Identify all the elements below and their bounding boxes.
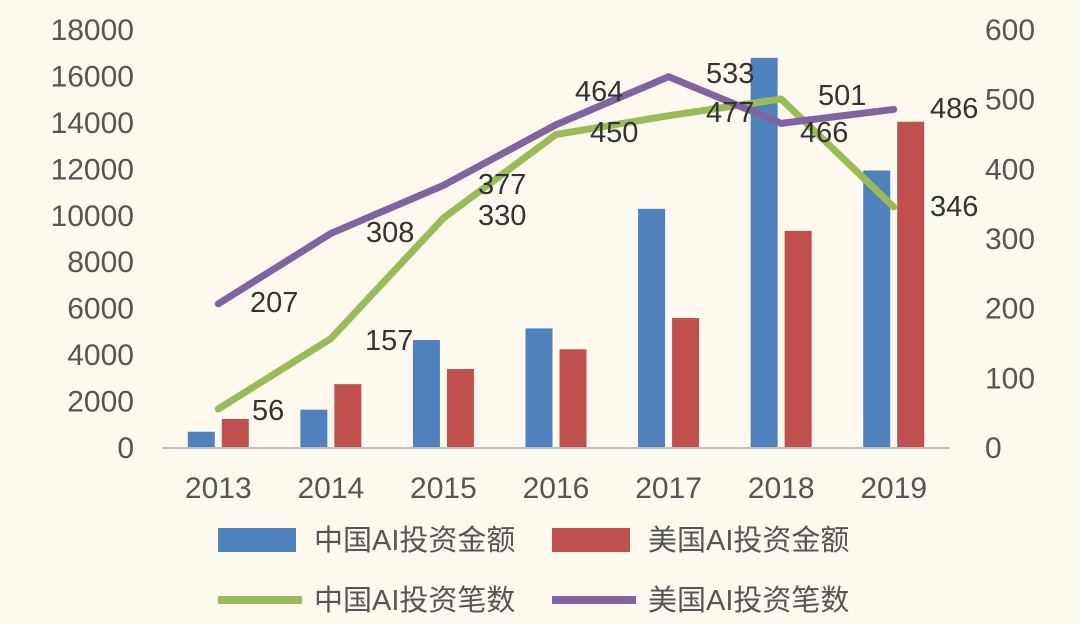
x-tick-label: 2019 bbox=[860, 472, 927, 505]
legend-label: 中国AI投资笔数 bbox=[314, 584, 515, 617]
china-amount-bar-2015 bbox=[412, 340, 440, 448]
x-tick-label: 2013 bbox=[185, 472, 252, 505]
right-tick-label: 500 bbox=[985, 84, 1035, 117]
legend-label: 美国AI投资笔数 bbox=[648, 584, 849, 617]
data-label: 207 bbox=[250, 287, 298, 319]
legend-swatch bbox=[218, 528, 296, 552]
left-tick-label: 18000 bbox=[51, 14, 134, 47]
left-tick-label: 16000 bbox=[51, 60, 134, 93]
x-tick-label: 2017 bbox=[635, 472, 702, 505]
left-y-axis: 0 2000 4000 6000 8000 10000 12000 14000 16000 180… bbox=[51, 14, 134, 465]
left-tick-label: 2000 bbox=[67, 386, 134, 419]
data-label: 157 bbox=[365, 325, 413, 357]
x-tick-label: 2015 bbox=[410, 472, 477, 505]
legend-label: 美国AI投资金额 bbox=[648, 524, 849, 557]
right-tick-label: 400 bbox=[985, 153, 1035, 186]
right-tick-label: 100 bbox=[985, 362, 1035, 395]
legend-label: 中国AI投资金额 bbox=[314, 524, 515, 557]
x-tick-label: 2014 bbox=[297, 472, 364, 505]
data-label: 377 bbox=[478, 169, 526, 201]
data-label: 466 bbox=[800, 117, 848, 149]
x-tick-label: 2018 bbox=[748, 472, 815, 505]
china-amount-bar-2013 bbox=[187, 431, 215, 448]
china-amount-bar-2016 bbox=[525, 328, 553, 448]
data-label: 56 bbox=[252, 395, 284, 427]
data-label: 533 bbox=[706, 58, 754, 90]
usa-amount-bar-2015 bbox=[446, 369, 474, 448]
china-amount-bar-2014 bbox=[300, 409, 328, 448]
usa-amount-bar-2016 bbox=[559, 349, 587, 448]
left-tick-label: 12000 bbox=[51, 153, 134, 186]
right-tick-label: 200 bbox=[985, 293, 1035, 326]
usa-count-line bbox=[214, 73, 898, 308]
usa-amount-bar-2014 bbox=[334, 384, 362, 448]
right-tick-label: 300 bbox=[985, 223, 1035, 256]
data-label: 464 bbox=[575, 76, 623, 108]
left-tick-label: 4000 bbox=[67, 339, 134, 372]
usa-amount-bar-2013 bbox=[221, 418, 249, 448]
left-tick-label: 0 bbox=[117, 432, 134, 465]
data-label: 346 bbox=[930, 191, 978, 223]
left-tick-label: 8000 bbox=[67, 246, 134, 279]
data-label: 477 bbox=[706, 97, 754, 129]
line-layer bbox=[214, 73, 898, 413]
usa-amount-bar-2017 bbox=[672, 317, 700, 448]
china-count-line bbox=[214, 95, 898, 413]
data-label: 501 bbox=[818, 80, 866, 112]
right-y-axis: 0 100 200 300 400 500 600 bbox=[985, 14, 1035, 465]
right-tick-label: 0 bbox=[985, 432, 1002, 465]
x-tick-label: 2016 bbox=[523, 472, 590, 505]
bar-layer bbox=[187, 57, 925, 448]
data-label: 486 bbox=[930, 93, 978, 125]
data-label: 330 bbox=[478, 200, 526, 232]
left-tick-label: 14000 bbox=[51, 107, 134, 140]
china-amount-bar-2017 bbox=[638, 208, 666, 448]
left-tick-label: 6000 bbox=[67, 293, 134, 326]
data-label: 450 bbox=[590, 117, 638, 149]
usa-amount-bar-2019 bbox=[897, 121, 925, 448]
right-tick-label: 600 bbox=[985, 14, 1035, 47]
china-amount-bar-2019 bbox=[863, 170, 891, 448]
usa-amount-bar-2018 bbox=[784, 230, 812, 448]
x-axis: 2013 2014 2015 2016 2017 2018 2019 bbox=[185, 472, 927, 505]
data-label: 308 bbox=[366, 217, 414, 249]
legend-swatch bbox=[552, 528, 630, 552]
left-tick-label: 10000 bbox=[51, 200, 134, 233]
